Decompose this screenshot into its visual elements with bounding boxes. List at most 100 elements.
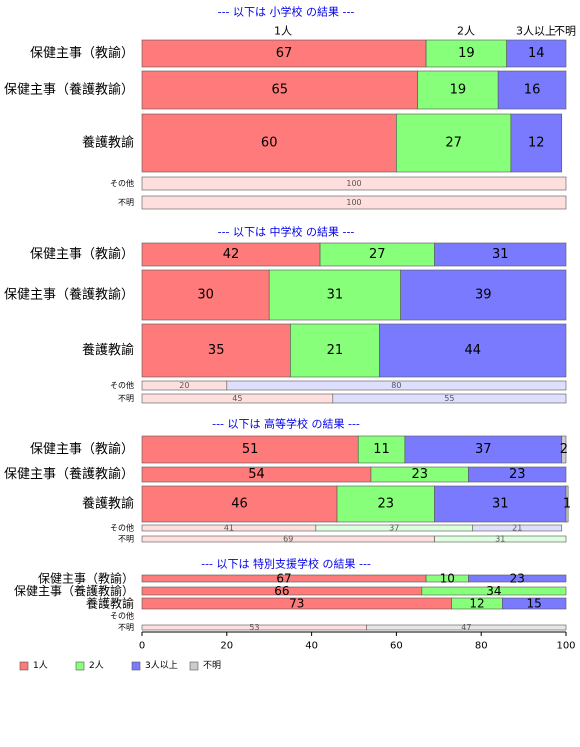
data-label: 53 — [249, 623, 259, 632]
bar-segment-1人 — [141, 269, 270, 321]
data-label: 31 — [492, 497, 509, 512]
panel-title: --- 以下は 小学校 の結果 --- — [218, 5, 355, 19]
row-label: 不明 — [118, 623, 134, 632]
data-label: 16 — [524, 83, 541, 98]
row-label: 保健主事（養護教諭） — [4, 287, 134, 303]
legend-swatch — [75, 661, 85, 671]
category-header-4: 不明 — [554, 25, 576, 38]
legend-label: 2人 — [89, 660, 104, 671]
data-label: 2 — [560, 442, 568, 457]
bar-segment-2人 — [425, 39, 507, 68]
data-label: 54 — [248, 467, 265, 482]
bar-segment-2人 — [396, 113, 512, 173]
bar-segment-3人以上 — [502, 597, 567, 610]
bar-segment-1人 — [141, 113, 397, 173]
bar-segment-3人以上 — [510, 113, 563, 173]
category-header-1: 1人 — [274, 25, 292, 38]
data-label: 47 — [461, 623, 471, 632]
bar-segment-3人以上 — [472, 524, 563, 532]
legend-label: 1人 — [33, 660, 48, 671]
data-label: 31 — [492, 247, 509, 262]
bar-segment-不明 — [561, 435, 567, 464]
bar-segment-2人 — [336, 485, 435, 523]
data-label: 19 — [450, 83, 467, 98]
data-label: 41 — [224, 524, 234, 533]
row-label: 不明 — [118, 198, 134, 207]
data-label: 21 — [327, 343, 344, 358]
bar-segment-3人以上 — [379, 323, 567, 378]
bar-segment-3人以上 — [497, 70, 567, 110]
data-label: 51 — [242, 442, 259, 457]
data-label: 31 — [495, 535, 505, 544]
panel-title: --- 以下は 高等学校 の結果 --- — [212, 417, 360, 431]
row-label: 養護教諭 — [82, 135, 134, 151]
bar-segment-2人 — [421, 586, 567, 596]
bar-segment-1人 — [141, 195, 567, 210]
data-label: 23 — [509, 467, 526, 482]
data-label: 19 — [458, 46, 475, 61]
data-label: 42 — [223, 247, 240, 262]
bar-segment-1人 — [141, 70, 418, 110]
data-label: 23 — [510, 572, 525, 586]
data-label: 20 — [179, 381, 189, 390]
row-label: 保健主事（教諭） — [30, 45, 134, 61]
bar-segment-3人以上 — [468, 574, 567, 583]
category-header-3: 3人以上 — [516, 25, 556, 38]
row-label: 保健主事（教諭） — [30, 246, 134, 262]
data-label: 66 — [274, 584, 289, 598]
data-label: 67 — [276, 46, 293, 61]
data-label: 80 — [391, 381, 401, 390]
data-label: 11 — [373, 442, 390, 457]
data-label: 100 — [346, 198, 361, 207]
data-label: 21 — [512, 524, 522, 533]
legend-label: 不明 — [203, 660, 221, 671]
bar-segment-2人 — [290, 323, 380, 378]
bar-segment-3人以上 — [400, 269, 567, 321]
row-label: 養護教諭 — [82, 342, 134, 358]
row-label: 養護教諭 — [86, 596, 134, 611]
data-label: 1 — [563, 497, 571, 512]
row-label: 保健主事（養護教諭） — [14, 583, 134, 598]
data-label: 37 — [389, 524, 399, 533]
x-tick-label: 20 — [220, 641, 233, 652]
data-label: 35 — [208, 343, 225, 358]
bar-segment-1人 — [141, 485, 338, 523]
data-label: 46 — [231, 497, 248, 512]
data-label: 69 — [283, 535, 293, 544]
bar-segment-2人 — [332, 393, 567, 404]
legend-swatch — [131, 661, 141, 671]
row-label: 養護教諭 — [82, 496, 134, 512]
bar-segment-2人 — [268, 269, 401, 321]
row-label: その他 — [110, 380, 134, 390]
x-tick-label: 60 — [390, 641, 403, 652]
row-label: その他 — [110, 523, 134, 533]
bar-segment-2人 — [417, 70, 499, 110]
bar-segment-3人以上 — [506, 39, 567, 68]
data-label: 12 — [528, 136, 545, 151]
data-label: 23 — [411, 467, 428, 482]
row-label: その他 — [110, 178, 134, 188]
row-label: 不明 — [118, 535, 134, 544]
data-label: 67 — [276, 572, 291, 586]
bar-segment-3人以上 — [434, 485, 567, 523]
bar-segment-1人 — [141, 176, 567, 191]
data-label: 12 — [469, 597, 484, 611]
data-label: 31 — [327, 288, 344, 303]
row-label: 保健主事（教諭） — [38, 571, 134, 586]
x-tick-label: 0 — [139, 641, 145, 652]
data-label: 100 — [346, 179, 361, 188]
data-label: 44 — [464, 343, 481, 358]
data-label: 30 — [197, 288, 214, 303]
panel-title: --- 以下は 中学校 の結果 --- — [218, 225, 355, 239]
bar-segment-3人以上 — [434, 242, 567, 267]
panel-title: --- 以下は 特別支援学校 の結果 --- — [201, 557, 371, 571]
bar-segment-2人 — [357, 435, 406, 464]
data-label: 27 — [445, 136, 462, 151]
data-label: 14 — [528, 46, 545, 61]
bar-segment-1人 — [141, 435, 359, 464]
legend-swatch — [189, 661, 199, 671]
bar-segment-2人 — [226, 380, 567, 391]
data-label: 27 — [369, 247, 386, 262]
data-label: 37 — [475, 442, 492, 457]
